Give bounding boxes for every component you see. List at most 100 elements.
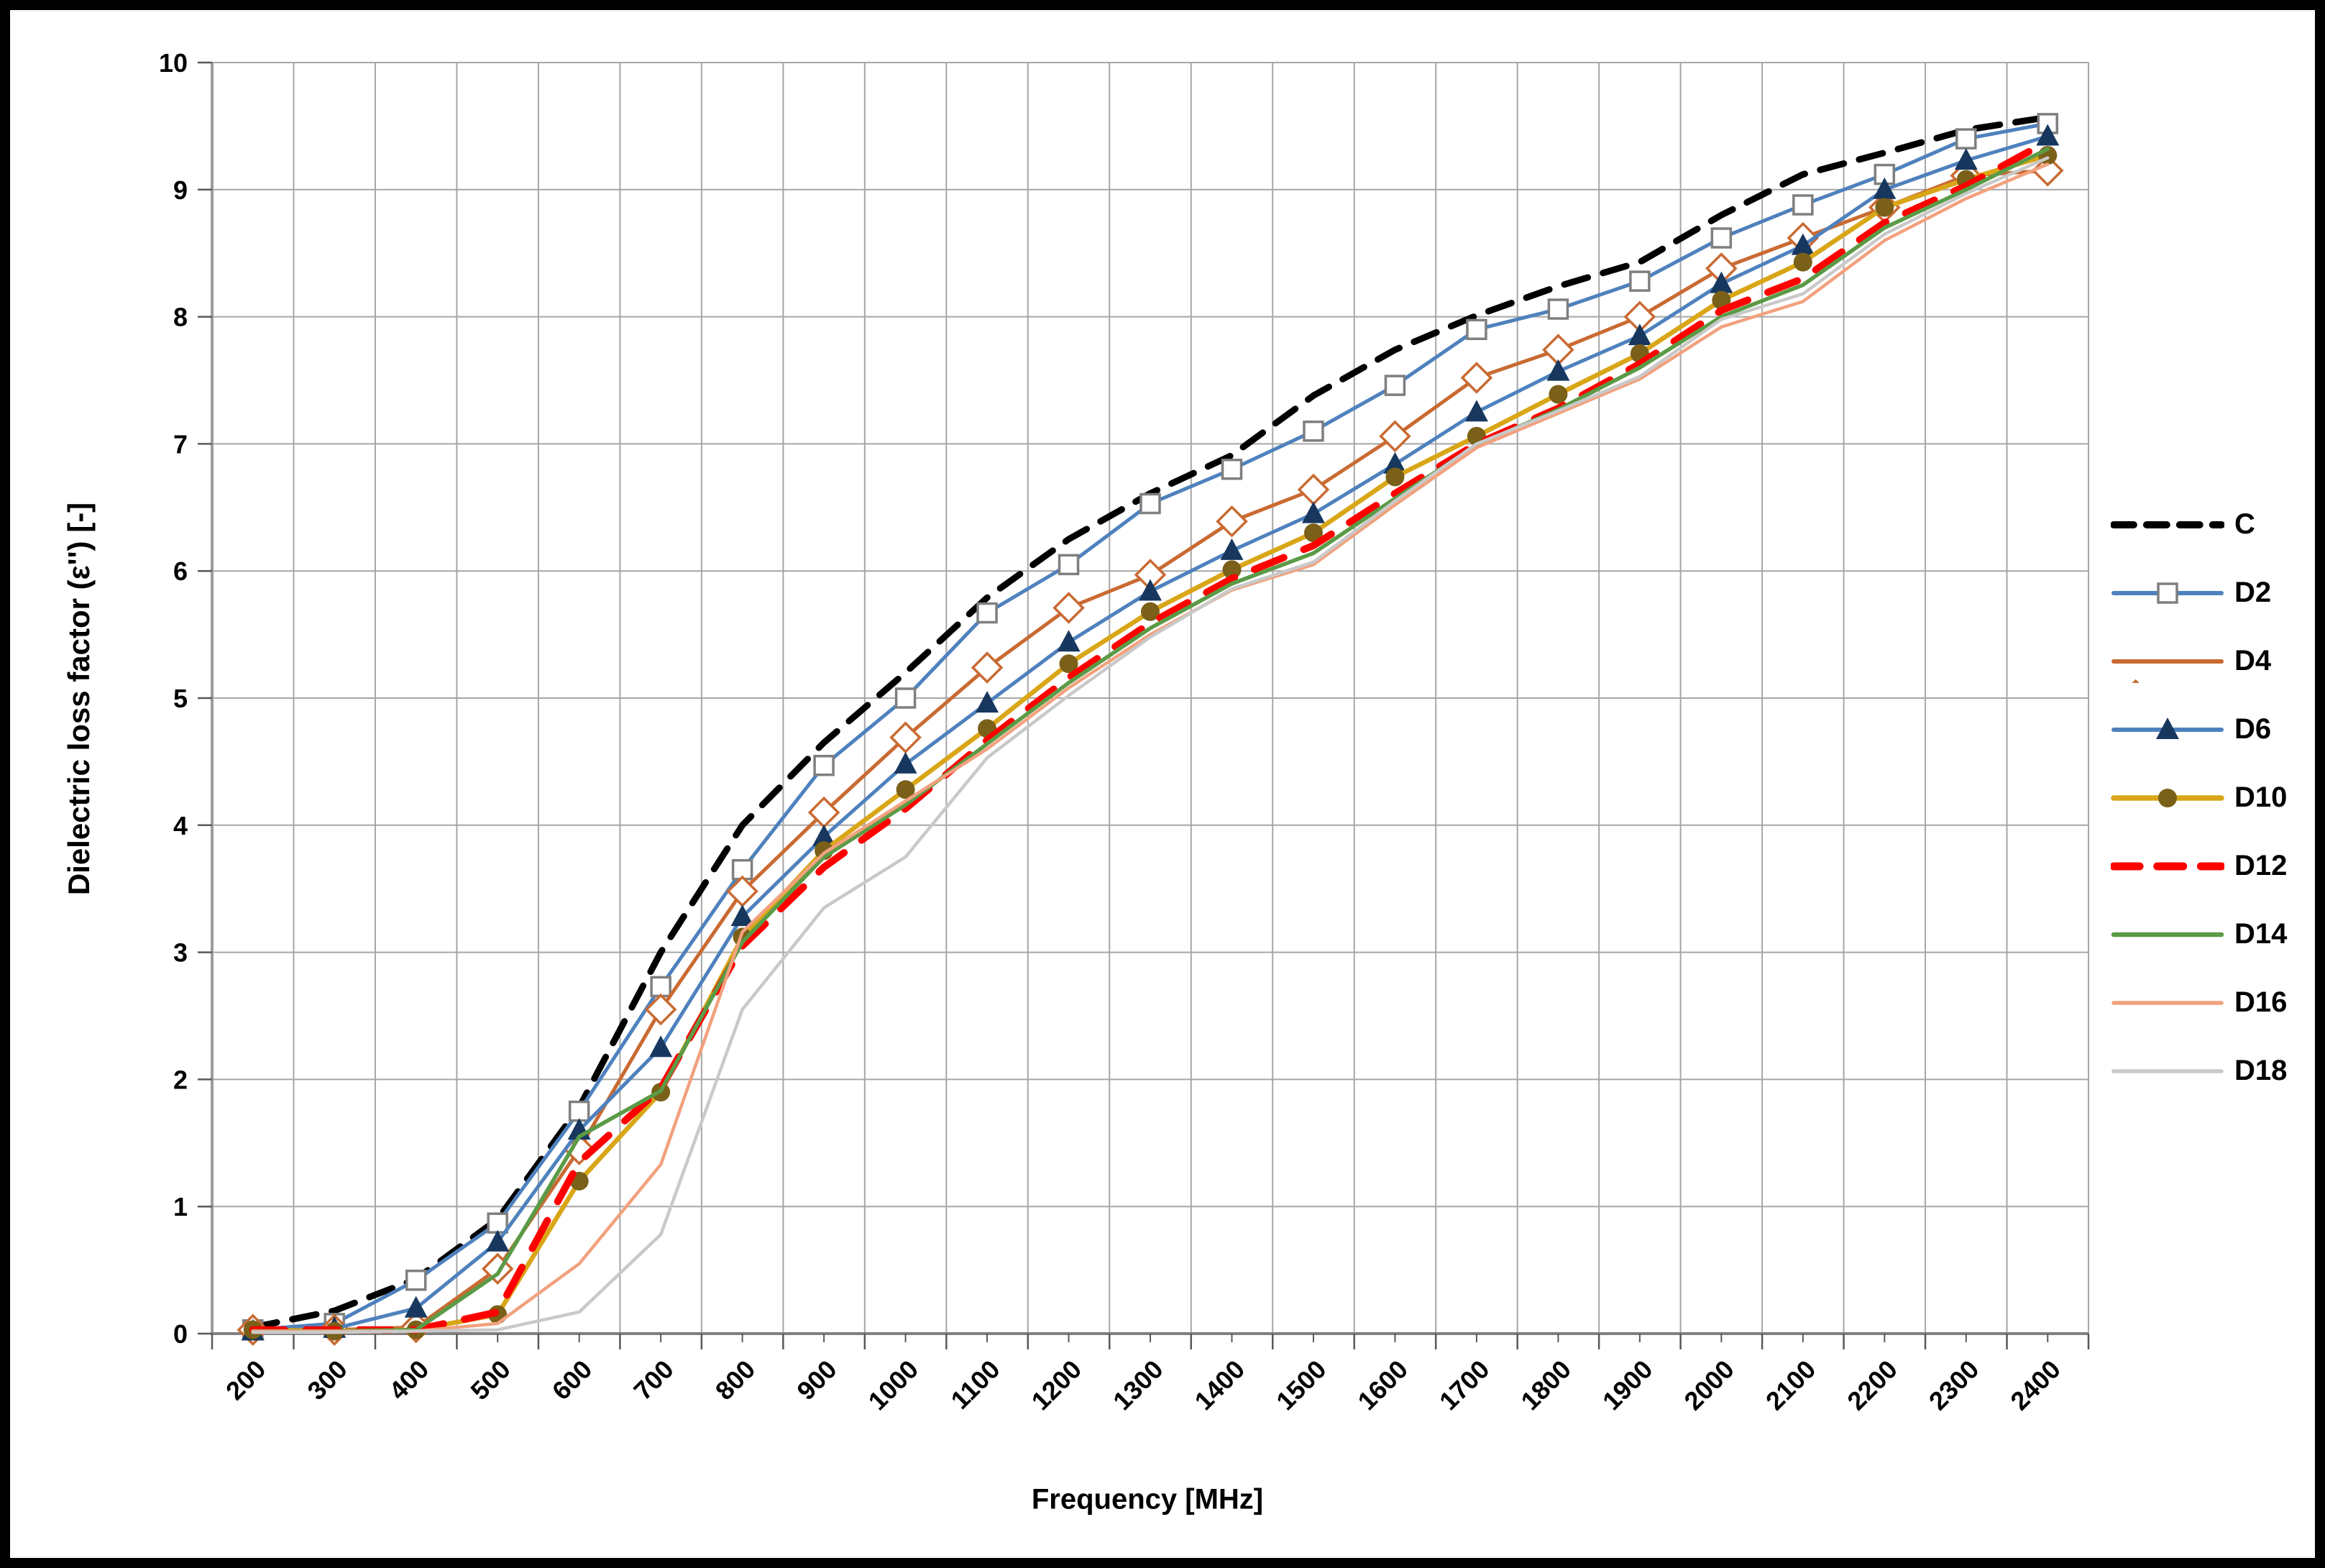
legend-item-D18: D18 bbox=[2111, 1037, 2287, 1105]
x-tick-label: 2100 bbox=[1760, 1354, 1822, 1416]
series-marker-D2 bbox=[813, 754, 835, 776]
series-marker-D6 bbox=[1220, 538, 1244, 560]
legend-swatch-D14 bbox=[2111, 932, 2224, 937]
series-marker-D10 bbox=[1875, 198, 1894, 217]
x-tick-label: 1000 bbox=[863, 1354, 925, 1416]
series-marker-D2 bbox=[1547, 298, 1569, 320]
series-marker-D6 bbox=[1464, 400, 1488, 422]
series-marker-D6 bbox=[1546, 359, 1570, 381]
series-marker-D4 bbox=[807, 796, 840, 829]
x-tick-label: 1700 bbox=[1434, 1354, 1495, 1416]
series-marker-D6 bbox=[1057, 630, 1081, 652]
x-tick-label: 1600 bbox=[1352, 1354, 1413, 1416]
legend-label-D16: D16 bbox=[2234, 986, 2288, 1018]
legend: C D2 D4 D6 D10 D12 D14 D16 D18 bbox=[2111, 490, 2287, 1105]
legend-item-C: C bbox=[2111, 490, 2287, 559]
legend-label-D2: D2 bbox=[2234, 577, 2272, 608]
legend-marker-D6 bbox=[2156, 717, 2179, 739]
series-marker-D10 bbox=[1549, 385, 1568, 404]
x-tick-label: 2200 bbox=[1841, 1354, 1903, 1416]
series-marker-D2 bbox=[1629, 270, 1651, 292]
legend-label-D12: D12 bbox=[2234, 850, 2288, 881]
x-tick-label: 300 bbox=[301, 1354, 352, 1406]
y-tick-label: 4 bbox=[173, 811, 188, 840]
y-tick-label: 9 bbox=[173, 175, 188, 205]
series-line-D18 bbox=[251, 156, 2050, 1334]
legend-swatch-D18 bbox=[2111, 1068, 2224, 1073]
series-marker-D2 bbox=[405, 1269, 427, 1291]
x-tick-label: 200 bbox=[220, 1354, 271, 1406]
y-tick-label: 2 bbox=[173, 1065, 188, 1094]
x-tick-label: 2000 bbox=[1678, 1354, 1740, 1416]
legend-item-D4: D4 bbox=[2111, 627, 2287, 695]
legend-label-D4: D4 bbox=[2234, 645, 2272, 677]
y-tick-label: 0 bbox=[173, 1319, 188, 1349]
series-marker-D6 bbox=[1139, 579, 1162, 601]
legend-swatch-D12 bbox=[2111, 862, 2224, 870]
series-marker-D2 bbox=[1874, 163, 1896, 185]
series-marker-D4 bbox=[726, 875, 758, 908]
series-marker-D4 bbox=[1297, 473, 1330, 506]
series-line-D2 bbox=[251, 122, 2050, 1332]
legend-item-D10: D10 bbox=[2111, 764, 2287, 832]
series-marker-D2 bbox=[1221, 459, 1243, 480]
y-tick-label: 7 bbox=[173, 429, 188, 459]
series-marker-D6 bbox=[1628, 324, 1651, 346]
series-marker-D4 bbox=[1134, 559, 1167, 591]
series-marker-D4 bbox=[2031, 155, 2064, 187]
series-marker-D10 bbox=[1222, 560, 1242, 579]
series-line-D6 bbox=[251, 134, 2050, 1333]
legend-label-C: C bbox=[2234, 508, 2255, 540]
series-marker-D4 bbox=[1216, 505, 1248, 538]
y-tick-label: 5 bbox=[173, 684, 188, 713]
series-marker-D6 bbox=[1954, 148, 1978, 170]
series-marker-D6 bbox=[730, 904, 754, 927]
legend-label-D14: D14 bbox=[2234, 918, 2288, 950]
legend-label-D18: D18 bbox=[2234, 1055, 2288, 1086]
series-marker-D2 bbox=[1710, 227, 1733, 249]
series-marker-D6 bbox=[1791, 233, 1815, 255]
series-marker-D2 bbox=[1303, 420, 1324, 442]
legend-swatch-D2 bbox=[2111, 582, 2224, 604]
x-tick-label: 700 bbox=[628, 1354, 679, 1406]
series-marker-D6 bbox=[1710, 271, 1733, 293]
x-tick-label: 1800 bbox=[1515, 1354, 1577, 1416]
y-tick-label: 3 bbox=[173, 938, 188, 968]
series-line-D10 bbox=[250, 152, 2050, 1334]
x-tick-label: 800 bbox=[710, 1354, 761, 1406]
series-marker-D4 bbox=[1053, 592, 1085, 624]
y-tick-label: 10 bbox=[159, 48, 188, 78]
series-line-D16 bbox=[251, 162, 2050, 1333]
legend-item-D2: D2 bbox=[2111, 559, 2287, 627]
chart-plot-area: 0 1 2 3 4 5 6 7 8 9 10 200 300 400 500 600 700 800 900 1000… bbox=[159, 48, 2090, 1416]
series-marker-D2 bbox=[650, 976, 671, 998]
series-marker-D4 bbox=[1623, 301, 1656, 333]
series-marker-D4 bbox=[1379, 420, 1411, 453]
series-marker-D6 bbox=[1383, 451, 1407, 474]
x-tick-label: 400 bbox=[383, 1354, 434, 1406]
series-marker-D10 bbox=[1141, 602, 1160, 621]
x-tick-label: 600 bbox=[546, 1354, 597, 1406]
series-marker-D10 bbox=[1385, 467, 1405, 487]
series-marker-D2 bbox=[894, 687, 917, 709]
legend-item-D16: D16 bbox=[2111, 968, 2287, 1037]
legend-label-D6: D6 bbox=[2234, 713, 2272, 745]
series-marker-D2 bbox=[1384, 375, 1406, 396]
series-marker-D10 bbox=[1059, 654, 1078, 674]
series-marker-D2 bbox=[1792, 194, 1814, 216]
series-marker-D4 bbox=[644, 993, 677, 1026]
series-marker-D6 bbox=[1873, 177, 1897, 199]
series-marker-D6 bbox=[812, 824, 836, 846]
series-marker-D2 bbox=[1139, 492, 1161, 515]
y-axis-title: Dielectric loss factor (ε'') [-] bbox=[62, 502, 96, 896]
legend-item-D14: D14 bbox=[2111, 900, 2287, 968]
x-tick-label: 2300 bbox=[1923, 1354, 1985, 1416]
series-marker-D10 bbox=[1793, 252, 1812, 272]
series-marker-D6 bbox=[649, 1035, 673, 1058]
x-tick-label: 1100 bbox=[945, 1354, 1005, 1415]
series-marker-D10 bbox=[1303, 523, 1323, 543]
series-line-D14 bbox=[250, 147, 2050, 1334]
x-tick-label: 900 bbox=[791, 1354, 842, 1406]
y-tick-label: 1 bbox=[173, 1192, 188, 1221]
